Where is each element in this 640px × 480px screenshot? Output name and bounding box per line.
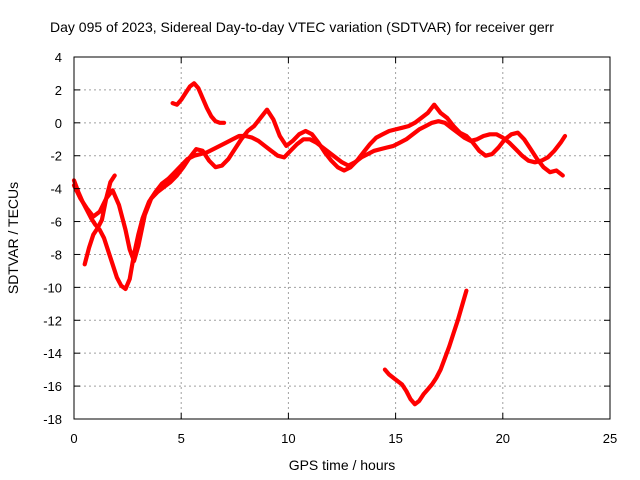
- y-tick-label: -4: [50, 182, 62, 197]
- y-tick-label: -10: [43, 280, 62, 295]
- series-layer: [71, 81, 568, 407]
- series-line-segment-d: [170, 81, 227, 125]
- y-tick-label: 4: [55, 50, 62, 65]
- x-tick-label: 5: [178, 431, 185, 446]
- y-tick-label: -14: [43, 346, 62, 361]
- x-tick-label: 15: [388, 431, 402, 446]
- plot-frame: [73, 56, 611, 420]
- series-line-segment-e: [382, 288, 469, 407]
- y-tick-label: -18: [43, 412, 62, 427]
- x-tick-label: 0: [70, 431, 77, 446]
- chart-title: Day 095 of 2023, Sidereal Day-to-day VTE…: [50, 19, 554, 35]
- y-tick-label: 2: [55, 83, 62, 98]
- x-tick-label: 10: [281, 431, 295, 446]
- series-line-segment-c: [82, 173, 117, 267]
- series-line-segment-a: [71, 119, 568, 292]
- x-tick-label: 20: [496, 431, 510, 446]
- y-tick-label: 0: [55, 116, 62, 131]
- y-tick-label: -6: [50, 215, 62, 230]
- x-tick-label: 25: [603, 431, 617, 446]
- y-axis-label: SDTVAR / TECUs: [5, 182, 21, 294]
- series-line-segment-b: [71, 102, 565, 264]
- y-tick-label: -2: [50, 149, 62, 164]
- y-tick-label: -12: [43, 313, 62, 328]
- x-axis-label: GPS time / hours: [289, 457, 396, 473]
- y-tick-label: -16: [43, 379, 62, 394]
- y-tick-label: -8: [50, 247, 62, 262]
- y-axis-ticks: 4 2 0 -2 -4 -6 -8 -10 -12 -14 -16 -18: [43, 50, 610, 427]
